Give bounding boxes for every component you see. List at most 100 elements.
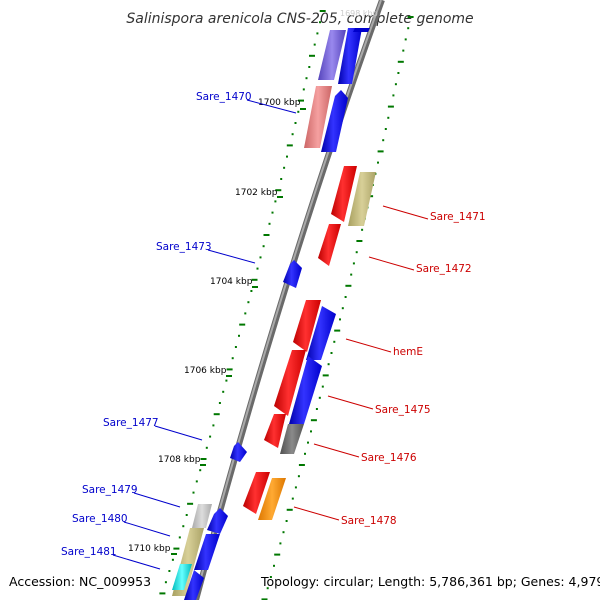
tick-mark [309, 54, 315, 57]
gene-silver-1479 [192, 504, 212, 528]
leader-sare-1477 [154, 425, 203, 441]
gene-blue-1470b [321, 90, 348, 152]
tick-mark [262, 245, 265, 248]
label-sare-1476[interactable]: Sare_1476 [361, 452, 417, 464]
gene-sare-1471 [348, 172, 376, 226]
gene-red-1478-a [243, 472, 270, 514]
label-sare-1480[interactable]: Sare_1480 [72, 513, 128, 525]
tick-mark [297, 475, 300, 478]
tick-mark [310, 419, 317, 422]
gene-red-1475-a [274, 350, 306, 416]
tick-mark [298, 99, 304, 102]
tick-mark [377, 150, 384, 153]
label-sare-1477[interactable]: Sare_1477 [103, 417, 159, 429]
tick-mark [205, 446, 208, 449]
label-sare-1470[interactable]: Sare_1470 [196, 91, 252, 103]
leader-sare-1473 [207, 249, 256, 264]
label-sare-1471[interactable]: Sare_1471 [430, 211, 486, 223]
tick-mark [310, 430, 312, 433]
leader-sare-1471 [382, 205, 429, 220]
gene-blue-1480 [194, 534, 220, 570]
tick-mark [402, 49, 405, 52]
faded-scale-label: 1698 kbp [340, 9, 378, 18]
scale-tick-1706 [226, 375, 232, 377]
tick-mark [263, 234, 270, 236]
scale-label-1704: 1704 kbp [210, 277, 253, 287]
tick-mark [195, 480, 198, 483]
tick-mark [279, 542, 282, 545]
tick-mark [298, 464, 305, 466]
tick-mark [305, 77, 308, 80]
tick-mark [171, 558, 174, 561]
label-sare-1478[interactable]: Sare_1478 [341, 515, 397, 527]
label-sare-1479[interactable]: Sare_1479 [82, 484, 138, 496]
gene-block-blue-top2 [353, 28, 370, 32]
tick-mark [321, 385, 324, 388]
tick-mark [268, 222, 271, 225]
scale-tick-1700 [300, 108, 306, 110]
scale-tick-1708 [200, 464, 206, 466]
tick-mark [251, 278, 258, 281]
tick-mark [407, 16, 414, 18]
tick-mark [286, 155, 288, 158]
tick-mark [330, 352, 333, 354]
gene-hemE [306, 306, 336, 360]
tick-mark [159, 592, 166, 595]
genome-title: Salinispora arenicola CNS-205, complete … [126, 11, 473, 27]
tick-mark [271, 211, 274, 214]
tick-mark [304, 452, 306, 455]
scale-tick-1702 [277, 196, 283, 198]
tick-mark [302, 88, 305, 91]
label-sare-1475[interactable]: Sare_1475 [375, 404, 431, 416]
tick-mark [392, 94, 395, 97]
tick-mark [355, 251, 358, 254]
label-sare-1472[interactable]: Sare_1472 [416, 263, 472, 275]
tick-mark [200, 458, 207, 460]
tick-mark [294, 486, 297, 489]
leader-sare-1476 [313, 443, 360, 458]
tick-mark [319, 21, 321, 24]
leader-hemE [345, 338, 392, 353]
gene-sare-1479 [207, 508, 228, 534]
tick-mark [274, 200, 277, 203]
tick-mark [168, 570, 171, 572]
tick-mark [315, 408, 318, 410]
gene-sare-1470 [304, 86, 332, 148]
tick-mark [334, 329, 341, 332]
tick-mark [231, 357, 234, 360]
tick-mark [182, 525, 185, 528]
scale-label-1706: 1706 kbp [184, 366, 227, 376]
tick-mark [345, 284, 352, 287]
tick-mark [407, 27, 410, 30]
scale-labels: 1700 kbp 1702 kbp 1704 kbp 1706 kbp 1708… [128, 98, 306, 555]
tick-mark [283, 166, 286, 169]
tick-mark [222, 390, 225, 393]
tick-mark [266, 587, 269, 590]
gene-sare-1478 [258, 478, 286, 520]
tick-mark [387, 116, 390, 119]
gene-sare-1476 [280, 424, 304, 454]
tick-mark [341, 307, 344, 310]
tick-mark [239, 323, 246, 326]
tick-mark [250, 290, 253, 292]
tick-mark [307, 441, 309, 444]
tick-mark [178, 536, 181, 539]
tick-mark [286, 144, 293, 147]
tick-mark [275, 189, 282, 192]
label-hemE[interactable]: hemE [393, 346, 423, 358]
label-sare-1481[interactable]: Sare_1481 [61, 546, 117, 558]
tick-mark [297, 110, 300, 113]
tick-mark [286, 508, 293, 511]
tick-mark [285, 520, 288, 522]
tick-mark [308, 66, 311, 68]
tick-mark [318, 396, 321, 399]
tick-mark [384, 128, 387, 130]
tick-mark [185, 514, 188, 516]
tick-mark [404, 38, 407, 41]
tick-mark [244, 312, 247, 315]
tick-mark [164, 581, 167, 584]
tick-mark [212, 424, 215, 427]
label-sare-1473[interactable]: Sare_1473 [156, 241, 212, 253]
scale-label-1702: 1702 kbp [235, 188, 278, 198]
